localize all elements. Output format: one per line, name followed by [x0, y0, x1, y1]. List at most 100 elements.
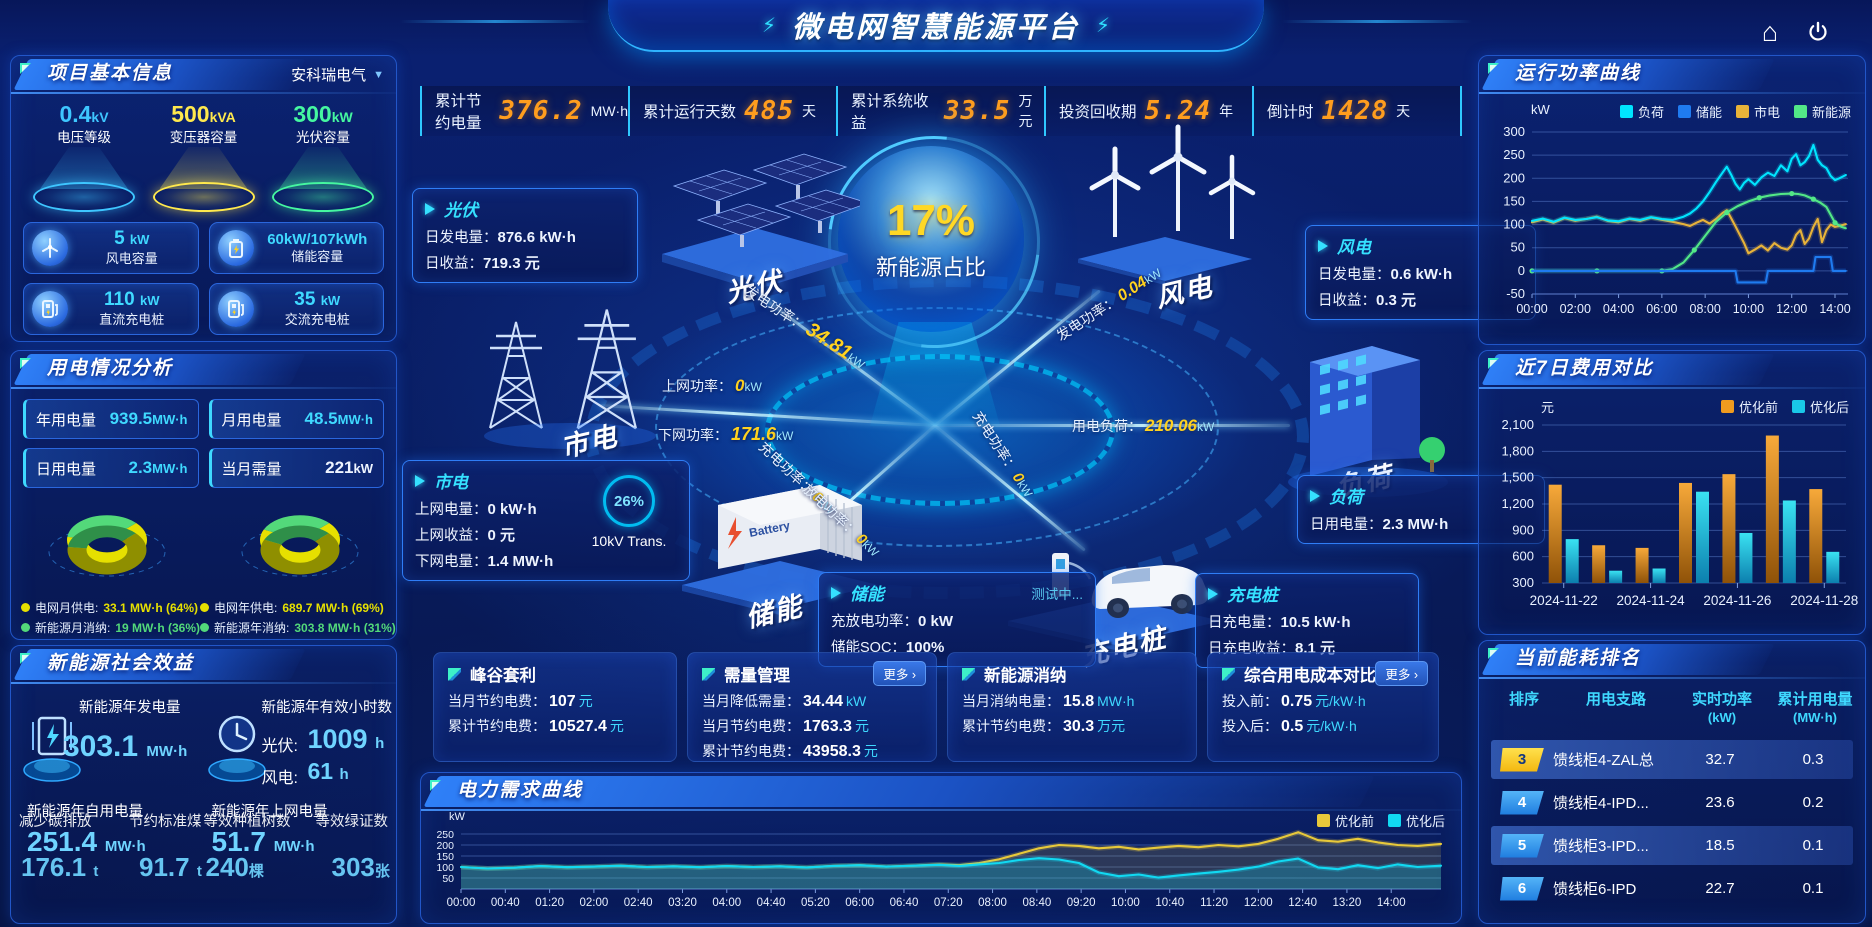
supply-donut — [221, 490, 379, 599]
legend-value: 33.1 MW·h (64%) — [103, 600, 199, 615]
kpi-unit: MW·h — [590, 103, 628, 119]
legend-swatch — [1387, 814, 1401, 827]
rank-badge: 3 — [1500, 747, 1544, 772]
flow-grid-down: 下网功率： 171.6kW — [658, 424, 794, 444]
chart-legend: 负荷 储能 市电 新能源 — [1619, 102, 1851, 121]
panel-title: 近7日费用对比 — [1515, 358, 1654, 379]
node-name: 储能 — [850, 585, 884, 604]
svg-text:06:00: 06:00 — [845, 897, 874, 909]
realtime-power: 32.7 — [1705, 751, 1735, 768]
capacity-value: 5 kW — [114, 228, 150, 250]
power-icon[interactable] — [1800, 14, 1836, 50]
capacity-value: 110 kW — [104, 289, 160, 311]
card-title: 峰谷套利 — [448, 662, 662, 686]
demand-chart: 250 200 150 100 50 00:00 00:40 01:20 02:00 02:40 0… — [425, 815, 1453, 920]
cone-label: 光伏容量 — [296, 130, 350, 146]
svg-text:10:00: 10:00 — [1733, 302, 1764, 316]
benefit-label: 新能源年有效小时数 — [261, 700, 393, 716]
legend-item: 新能源年消纳: 303.8 MW·h (31%) — [200, 619, 396, 636]
panel-cost-compare: 近7日费用对比 元 优化前 优化后 2,100 1,800 1,500 1,200 900… — [1478, 350, 1866, 635]
usage-value: 221kW — [325, 458, 373, 477]
power-glyph — [1809, 21, 1827, 41]
svg-text:02:00: 02:00 — [1560, 302, 1591, 316]
legend-swatch — [1735, 105, 1749, 118]
corner-arrows-icon — [1488, 63, 1505, 80]
feed-in-cell: 新能源年上网电量 等效种植树数 等效绿证数 51.7 MW·h 240棵 303… — [204, 798, 390, 894]
corner-arrows-icon — [448, 667, 461, 681]
benefit-cards-row: 峰谷套利 当月节约电费： 107 元累计节约电费： 10527.4 元 需量管理 更多 › 当月… — [420, 652, 1460, 764]
svg-text:10:00: 10:00 — [1111, 897, 1140, 909]
card-row: 当月节约电费： 1763.3 元 — [702, 718, 869, 735]
legend-swatch — [1720, 400, 1734, 413]
cost-compare-svg: 2,100 1,800 1,500 1,200 900 600 300 2024-11-22 2… — [1501, 417, 1858, 608]
kpi-label: 投资回收期 — [1059, 104, 1137, 121]
legend-item: 新能源 — [1793, 102, 1851, 121]
svg-text:11:20: 11:20 — [1200, 897, 1228, 909]
usage-value: 939.5MW·h — [109, 409, 188, 428]
y-axis-unit: kW — [1531, 102, 1550, 117]
svg-text:-50: -50 — [1506, 286, 1525, 301]
solar-panels-3d — [662, 153, 860, 290]
legend-dot — [200, 623, 210, 632]
table-row[interactable]: 6 馈线柜6-IPD 22.7 0.1 — [1491, 869, 1853, 908]
capacity-value: 35 kW — [294, 289, 341, 311]
cone-base-ellipse — [152, 182, 255, 212]
capacity-cone: 0.4kV 电压等级 — [27, 102, 141, 212]
node-name: 市电 — [434, 473, 468, 492]
more-button[interactable]: 更多 › — [1375, 661, 1428, 686]
company-select[interactable]: 安科瑞电气 ▼ — [291, 64, 384, 85]
legend-dot — [21, 603, 30, 612]
legend-name: 优化后 — [1809, 400, 1849, 415]
kpi-label: 累计运行天数 — [643, 104, 737, 121]
capacity-cone: 300kW 光伏容量 — [266, 102, 380, 212]
more-button[interactable]: 更多 › — [873, 661, 926, 686]
cone-base-ellipse — [33, 182, 135, 212]
svg-text:2,100: 2,100 — [1501, 417, 1534, 432]
card-row: 累计节约电费： 43958.3 元 — [702, 743, 878, 760]
benefit-label-ghost: 等效绿证数 — [315, 814, 389, 830]
supply-donut — [28, 490, 186, 599]
legend-name: 优化后 — [1405, 814, 1445, 829]
chevron-right-icon — [1208, 587, 1218, 600]
usage-label: 年用电量 — [36, 411, 97, 429]
benefit-label: 新能源年自用电量 — [27, 804, 143, 820]
kpi-item: 累计运行天数 485 天 — [628, 86, 836, 136]
node-name: 充电桩 — [1227, 586, 1278, 605]
branch-name: 馈线柜3-IPD... — [1553, 838, 1649, 855]
capacity-item: 5 kW 风电容量 — [23, 222, 199, 274]
branch-name: 馈线柜6-IPD — [1553, 881, 1637, 898]
legend-value: 303.8 MW·h (31%) — [294, 620, 396, 635]
table-row[interactable]: 4 馈线柜4-IPD... 23.6 0.2 — [1491, 783, 1853, 822]
svg-text:2024-11-22: 2024-11-22 — [1530, 593, 1598, 608]
card-row: 投入后： 0.5 元/kW·h — [1222, 718, 1357, 735]
svg-text:00:00: 00:00 — [447, 897, 476, 909]
annual-hours-cell: 新能源年有效小时数 光伏: 1009 h 风电: 61 h — [204, 688, 392, 794]
decor-streak-left — [400, 20, 590, 23]
kpi-item: 投资回收期 5.24 年 — [1044, 86, 1252, 136]
info-box-rows: 日发电量：0.6 kW·h 日收益：0.3 元 — [1318, 263, 1523, 310]
usage-stats: 年用电量 939.5MW·h 月用电量 48.5MW·h 日用电量 2.3MW·h 当月需量… — [11, 389, 396, 488]
power-chart: 300 250 200 150 100 50 0 -50 00:00 02:00 04:00 06:0… — [1486, 118, 1858, 344]
table-row[interactable]: 5 馈线柜3-IPD... 18.5 0.1 — [1491, 826, 1853, 865]
realtime-power: 22.7 — [1705, 880, 1735, 897]
cone-value: 500kVA — [171, 101, 236, 127]
benefit-label: 新能源年上网电量 — [211, 804, 328, 820]
legend-value: 689.7 MW·h (69%) — [282, 600, 384, 615]
cone-value: 300kW — [293, 101, 353, 127]
svg-text:150: 150 — [1503, 193, 1525, 208]
legend-item: 电网月供电: 33.1 MW·h (64%) — [21, 599, 200, 616]
svg-text:13:20: 13:20 — [1333, 897, 1362, 909]
svg-text:12:40: 12:40 — [1288, 897, 1317, 909]
legend-item: 新能源月消纳: 19 MW·h (36%) — [21, 619, 200, 636]
svg-text:10:40: 10:40 — [1155, 897, 1184, 909]
benefit-value: 251.4 MW·h — [27, 826, 146, 857]
legend-item: 储能 — [1677, 102, 1722, 121]
charger-icon — [32, 291, 68, 327]
flow-load-power: 用电负荷： 210.06kW — [1072, 416, 1215, 435]
legend-item: 优化前 — [1720, 397, 1778, 416]
legend-label: 电网年供电: — [214, 601, 278, 615]
table-row[interactable]: 3 馈线柜4-ZAL总 32.7 0.3 — [1491, 740, 1853, 779]
home-icon[interactable]: ⌂ — [1761, 16, 1779, 47]
